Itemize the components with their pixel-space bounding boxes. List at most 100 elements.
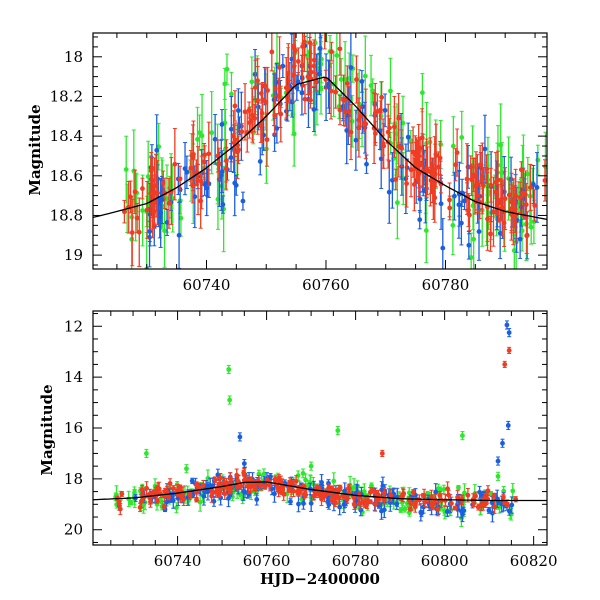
data-point bbox=[138, 498, 144, 504]
data-point bbox=[311, 493, 316, 499]
data-point bbox=[260, 97, 266, 103]
data-point bbox=[361, 120, 367, 126]
data-point bbox=[408, 167, 414, 173]
data-point bbox=[276, 488, 282, 494]
data-point bbox=[255, 97, 261, 103]
data-point bbox=[326, 502, 332, 507]
data-point bbox=[242, 109, 248, 115]
data-point bbox=[154, 147, 160, 153]
data-point bbox=[334, 492, 340, 498]
data-point bbox=[508, 206, 514, 212]
data-point bbox=[458, 220, 464, 226]
data-point bbox=[237, 434, 243, 440]
data-point bbox=[453, 162, 459, 168]
data-point bbox=[170, 498, 176, 503]
data-point bbox=[235, 149, 240, 155]
data-point bbox=[488, 182, 494, 188]
y-tick-label: 18.6 bbox=[50, 167, 83, 185]
data-point bbox=[182, 166, 188, 172]
data-point bbox=[262, 484, 268, 490]
data-point bbox=[387, 125, 392, 131]
data-point bbox=[388, 88, 393, 94]
data-point bbox=[194, 490, 199, 495]
data-point bbox=[229, 91, 234, 97]
data-point bbox=[241, 489, 246, 494]
data-point bbox=[462, 198, 467, 204]
data-point bbox=[267, 483, 273, 489]
data-point bbox=[517, 236, 523, 242]
data-point bbox=[252, 115, 258, 121]
data-point bbox=[414, 159, 420, 165]
data-point bbox=[360, 104, 366, 110]
data-point bbox=[459, 135, 465, 140]
data-point bbox=[342, 488, 348, 494]
data-point bbox=[455, 494, 460, 500]
data-point bbox=[191, 151, 196, 157]
data-point bbox=[128, 500, 134, 506]
data-point bbox=[394, 200, 400, 206]
data-point bbox=[473, 493, 478, 499]
data-point bbox=[362, 73, 368, 79]
data-point bbox=[300, 470, 306, 476]
y-tick-label: 12 bbox=[64, 317, 83, 335]
data-point bbox=[338, 76, 344, 82]
x-tick-label: 60760 bbox=[302, 276, 350, 294]
data-point bbox=[222, 491, 228, 497]
plot-area bbox=[93, 33, 547, 269]
data-point bbox=[523, 192, 528, 197]
data-point bbox=[134, 215, 140, 221]
data-point bbox=[422, 499, 428, 505]
data-point bbox=[411, 182, 417, 187]
data-point bbox=[379, 94, 385, 100]
data-point bbox=[348, 129, 354, 135]
data-point bbox=[132, 490, 137, 496]
data-point bbox=[269, 49, 275, 55]
data-point bbox=[452, 193, 457, 199]
data-point bbox=[485, 216, 490, 222]
data-point bbox=[231, 140, 237, 146]
data-point bbox=[437, 493, 443, 498]
data-point bbox=[491, 493, 497, 499]
data-point bbox=[128, 194, 133, 200]
data-point bbox=[123, 167, 129, 172]
data-point bbox=[410, 149, 416, 155]
data-point bbox=[535, 157, 541, 163]
top-y-axis-label: Magnitude bbox=[26, 104, 44, 195]
data-point bbox=[486, 507, 492, 513]
data-point bbox=[155, 485, 161, 491]
data-point bbox=[253, 486, 259, 492]
data-point bbox=[153, 183, 159, 189]
data-point bbox=[430, 189, 436, 195]
data-point bbox=[234, 472, 240, 478]
data-point bbox=[348, 65, 354, 70]
data-point bbox=[495, 473, 501, 479]
data-point bbox=[468, 164, 474, 170]
data-point bbox=[285, 70, 291, 76]
data-point bbox=[316, 71, 322, 77]
data-point bbox=[351, 494, 357, 500]
data-point bbox=[328, 88, 334, 94]
data-point bbox=[333, 89, 339, 95]
data-point bbox=[381, 497, 387, 503]
data-point bbox=[246, 107, 252, 113]
data-point bbox=[158, 210, 164, 216]
data-point bbox=[116, 501, 122, 506]
data-point bbox=[177, 176, 183, 182]
data-point bbox=[166, 200, 172, 206]
data-point bbox=[480, 183, 486, 189]
data-point bbox=[405, 134, 411, 140]
data-point bbox=[337, 107, 343, 113]
data-point bbox=[404, 181, 409, 186]
data-point bbox=[232, 103, 238, 109]
data-point bbox=[238, 483, 244, 489]
data-point bbox=[287, 480, 293, 485]
data-point bbox=[473, 174, 479, 180]
data-point bbox=[496, 200, 501, 206]
data-point bbox=[184, 466, 189, 472]
x-tick-label: 60740 bbox=[183, 276, 231, 294]
data-point bbox=[209, 493, 214, 499]
data-point bbox=[331, 478, 337, 484]
data-point bbox=[278, 111, 284, 117]
data-point bbox=[167, 481, 173, 486]
